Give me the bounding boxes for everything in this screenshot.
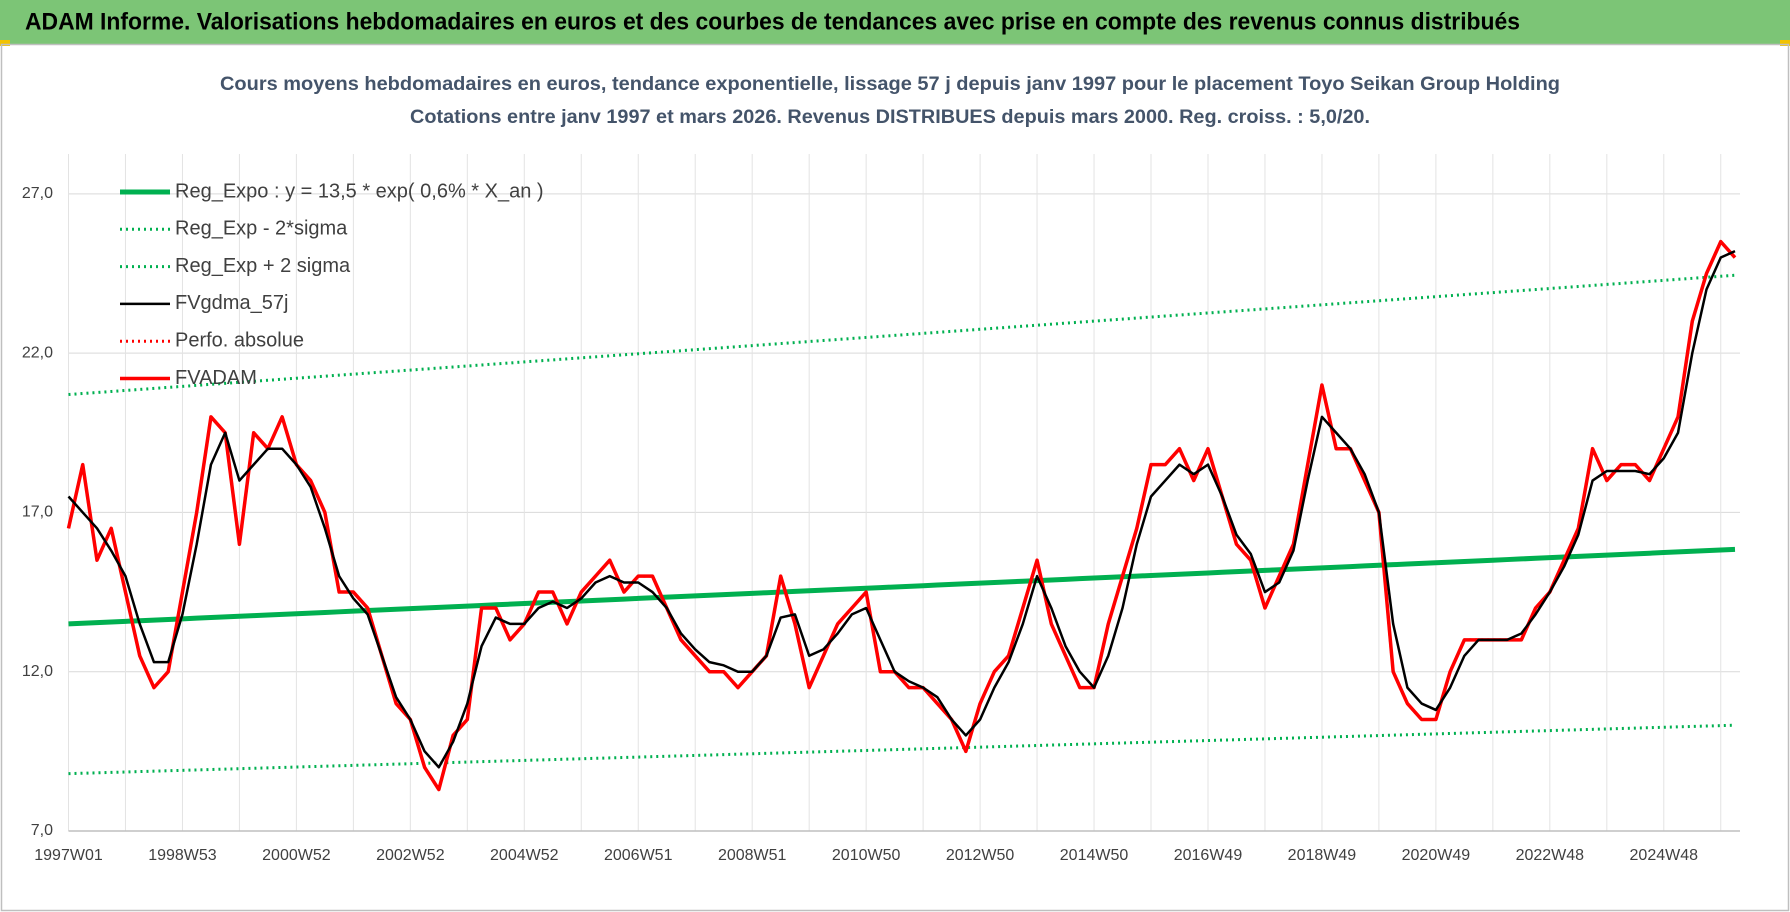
legend: Reg_Expo : y = 13,5 * exp( 0,6% * X_an )… xyxy=(120,180,544,389)
series-line xyxy=(68,546,1736,627)
series-line xyxy=(67,240,1737,792)
x-tick-label: 2006W51 xyxy=(604,847,673,864)
x-tick-label: 2024W48 xyxy=(1630,847,1699,864)
y-tick-label: 17,0 xyxy=(22,504,53,521)
legend-label: Reg_Expo : y = 13,5 * exp( 0,6% * X_an ) xyxy=(175,180,544,202)
x-tick-label: 2018W49 xyxy=(1288,847,1357,864)
page-title: ADAM Informe. Valorisations hebdomadaire… xyxy=(25,8,1520,35)
x-tick-label: 2004W52 xyxy=(490,847,559,864)
series-line xyxy=(67,250,1736,769)
y-tick-label: 12,0 xyxy=(22,663,53,680)
x-tick-label: 2000W52 xyxy=(262,847,331,864)
corner-mark xyxy=(0,40,10,46)
legend-label: FVADAM xyxy=(175,367,257,389)
chart-title: Cours moyens hebdomadaires en euros, ten… xyxy=(220,74,1560,95)
x-tick-label: 2008W51 xyxy=(718,847,787,864)
plot-lines xyxy=(66,239,1737,792)
x-tick-label: 2016W49 xyxy=(1174,847,1243,864)
y-tick-label: 27,0 xyxy=(22,185,53,202)
grid xyxy=(68,154,1740,832)
legend-label: Reg_Exp - 2*sigma xyxy=(175,218,348,240)
x-tick-label: 2010W50 xyxy=(832,847,901,864)
legend-label: Reg_Exp + 2 sigma xyxy=(175,255,351,277)
legend-label: FVgdma_57j xyxy=(175,292,288,314)
x-tick-label: 2002W52 xyxy=(376,847,445,864)
x-tick-label: 2014W50 xyxy=(1060,847,1129,864)
x-tick-label: 2020W49 xyxy=(1402,847,1471,864)
chart-frame xyxy=(0,43,1790,912)
x-tick-label: 2012W50 xyxy=(946,847,1015,864)
series-line xyxy=(68,723,1736,776)
corner-mark xyxy=(1780,40,1790,46)
x-tick-label: 1997W01 xyxy=(34,847,103,864)
header-band xyxy=(0,0,1790,44)
legend-label: Perfo. absolue xyxy=(175,329,304,351)
x-tick-label: 1998W53 xyxy=(148,847,217,864)
x-tick-label: 2022W48 xyxy=(1516,847,1585,864)
series-line xyxy=(68,273,1736,397)
y-tick-label: 22,0 xyxy=(22,344,53,361)
axes: 7,0 12,0 17,0 22,0 27,0 1997W01 1998W53 2000W52… xyxy=(22,185,1740,864)
y-tick-label: 7,0 xyxy=(31,822,53,839)
series-line xyxy=(66,239,1737,792)
chart-subtitle: Cotations entre janv 1997 et mars 2026. … xyxy=(410,107,1370,128)
